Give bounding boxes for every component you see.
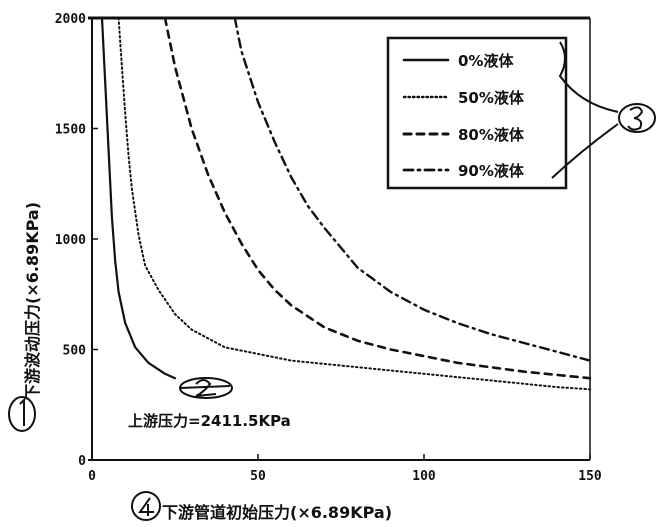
- legend-label-1: 0%液体: [458, 52, 514, 70]
- y-ticks: 0 500 1000 1500 2000: [55, 12, 98, 469]
- y-tick-label: 500: [63, 344, 87, 359]
- plot-frame: [88, 16, 591, 461]
- y-axis-title: 下游波动压力(×6.89KPa): [23, 202, 42, 400]
- handwritten-mark-2: [179, 377, 233, 399]
- legend-label-2: 50%液体: [458, 89, 525, 107]
- legend: 0%液体 50%液体 80%液体 90%液体: [386, 36, 568, 190]
- handwritten-mark-1: [8, 396, 36, 432]
- legend-label-4: 90%液体: [458, 162, 525, 180]
- x-ticks: 0 50 100 150: [88, 454, 602, 484]
- y-tick-label: 2000: [55, 12, 86, 27]
- x-tick-label: 50: [250, 469, 266, 484]
- series-line-3: [163, 16, 592, 380]
- series-line-4: [233, 16, 592, 362]
- handwritten-mark-3: [551, 41, 656, 179]
- y-tick-label: 1500: [55, 123, 86, 138]
- y-tick-label: 1000: [55, 233, 86, 248]
- series-line-2: [117, 17, 591, 391]
- legend-box: [386, 36, 568, 190]
- series-line-1: [100, 16, 177, 380]
- y-tick-label: 0: [78, 454, 86, 469]
- legend-label-3: 80%液体: [458, 126, 525, 144]
- x-tick-label: 100: [412, 469, 436, 484]
- handwritten-mark-4: [131, 491, 161, 521]
- series-layer: [100, 16, 592, 391]
- x-axis-title: 下游管道初始压力(×6.89KPa): [162, 503, 392, 522]
- x-tick-label: 150: [578, 469, 602, 484]
- x-tick-label: 0: [88, 469, 96, 484]
- upstream-pressure-annotation: 上游压力=2411.5KPa: [128, 412, 291, 430]
- legend-items: 0%液体 50%液体 80%液体 90%液体: [402, 52, 525, 180]
